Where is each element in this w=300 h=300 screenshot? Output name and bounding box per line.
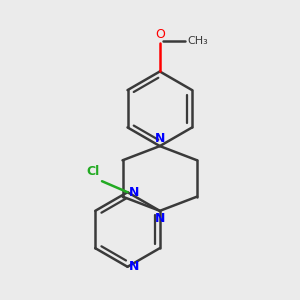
- Text: O: O: [155, 28, 165, 41]
- Text: CH₃: CH₃: [187, 36, 208, 46]
- Text: Cl: Cl: [86, 166, 99, 178]
- Text: N: N: [154, 212, 165, 225]
- Text: N: N: [129, 260, 139, 273]
- Text: N: N: [154, 132, 165, 145]
- Text: N: N: [129, 186, 139, 199]
